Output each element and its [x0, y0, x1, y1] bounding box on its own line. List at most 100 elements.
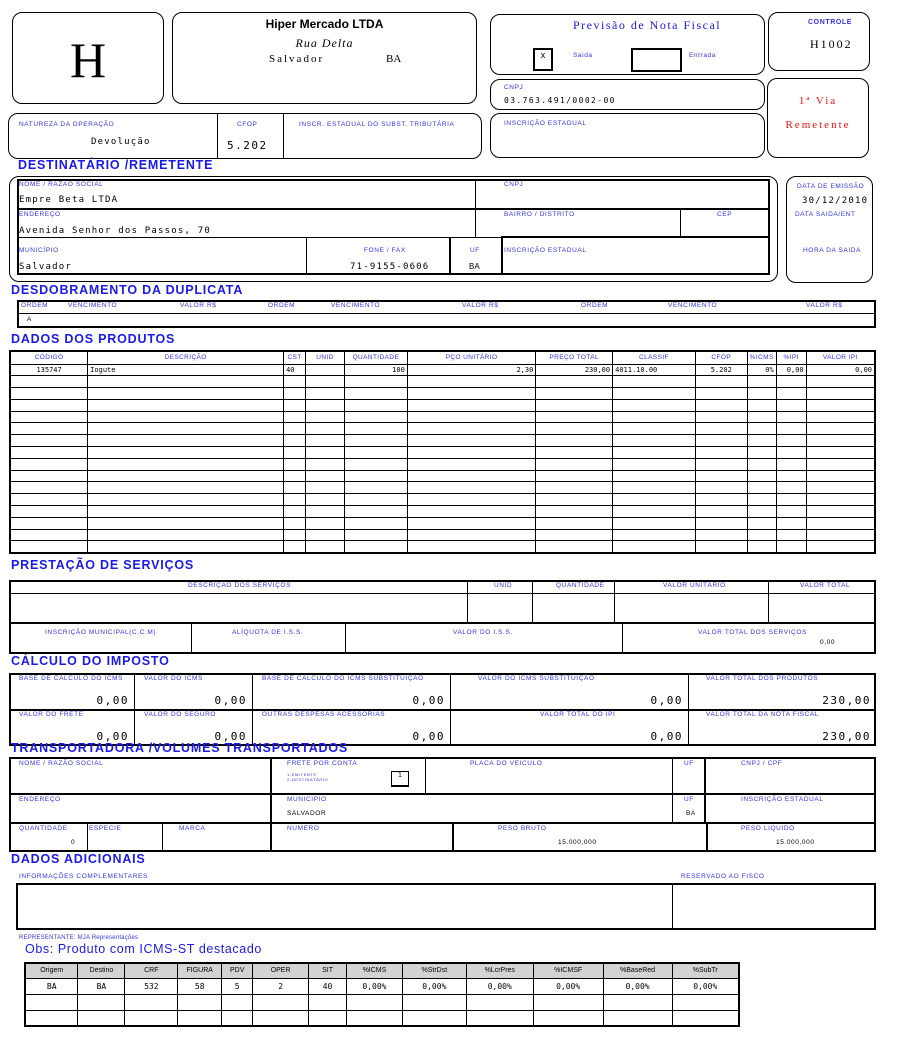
table-cell: [694, 446, 748, 459]
table-cell: [535, 516, 614, 530]
especie-label: ESPECIE: [89, 825, 122, 832]
table-cell: [612, 528, 696, 542]
info-box[interactable]: [16, 883, 876, 930]
dest-box: [9, 176, 778, 282]
saida-checkbox[interactable]: x: [533, 48, 553, 71]
table-cell: [283, 375, 307, 389]
table-cell: [406, 540, 537, 554]
peso-liq-value: 15.000,000: [776, 839, 815, 846]
table-cell: [124, 1009, 179, 1027]
peso-liq-label: PESO LIQUIDO: [741, 825, 795, 832]
table-cell: [805, 375, 876, 389]
table-cell: [343, 528, 408, 542]
imposto-label: VALOR DO SEGURO: [144, 711, 217, 718]
table-cell: [535, 528, 614, 542]
table-cell: [87, 516, 285, 530]
cep-label: CEP: [717, 211, 733, 218]
table-cell: [775, 398, 807, 412]
table-cell: [283, 457, 307, 471]
table-cell: [87, 505, 285, 518]
table-cell: [775, 434, 807, 448]
table-cell: [87, 434, 285, 448]
imposto-label: VALOR DO FRETE: [19, 711, 84, 718]
column-header: %BaseRed: [602, 962, 673, 979]
table-cell: [775, 481, 807, 495]
table-cell: [9, 469, 89, 483]
table-cell: [9, 540, 89, 554]
table-cell: [283, 481, 307, 495]
table-cell: [283, 505, 307, 518]
table-cell: [775, 516, 807, 530]
table-cell: [305, 540, 345, 554]
table-cell: [87, 493, 285, 507]
entrada-label: Entrada: [689, 52, 716, 59]
table-cell: [305, 481, 345, 495]
imposto-label: VALOR TOTAL DO IPI: [540, 711, 616, 718]
produtos-table: CÓDIGO DESCRIÇÃO CST UNID QUANTIDADE PÇO UNIT…: [9, 350, 876, 554]
table-cell: [694, 469, 748, 483]
imposto-label: VALOR DO ICMS: [144, 675, 203, 682]
fone-value: 71-9155-0606: [350, 262, 430, 272]
table-row: [9, 540, 876, 554]
table-cell: [87, 387, 285, 400]
saida-label: Saida: [573, 52, 593, 59]
table-cell: [746, 387, 777, 400]
table-cell: [805, 469, 876, 483]
imposto-label: OUTRAS DESPESAS ACESSÓRIAS: [262, 711, 386, 718]
table-row: [24, 993, 740, 1011]
table-cell: [221, 993, 254, 1011]
municipio-label: MUNICÍPIO: [19, 247, 59, 254]
table-cell: [406, 457, 537, 471]
dates-box: DATA DE EMISSÃO 30/12/2010 DATA SAIDA/EN…: [786, 176, 873, 283]
table-row: [9, 398, 876, 412]
table-cell: [775, 528, 807, 542]
column-header: Origem: [24, 962, 79, 979]
table-cell: [343, 422, 408, 436]
table-cell: [746, 505, 777, 518]
table-cell: [746, 481, 777, 495]
table-cell: [805, 457, 876, 471]
company-state: BA: [386, 53, 402, 65]
table-cell: [612, 398, 696, 412]
table-cell: [283, 446, 307, 459]
table-cell: [746, 398, 777, 412]
table-cell: [406, 516, 537, 530]
table-cell: [305, 422, 345, 436]
table-cell: [694, 398, 748, 412]
table-cell: [694, 410, 748, 424]
servicos-col: VALOR UNITÁRIO: [663, 582, 726, 589]
duplicata-cell: A: [27, 316, 32, 323]
table-cell: 532: [124, 977, 179, 995]
table-cell: 0,00: [805, 363, 876, 377]
bairro-label: BAIRRO / DISTRITO: [504, 211, 575, 218]
table-cell: 0,00%: [345, 977, 403, 995]
table-cell: [805, 516, 876, 530]
peso-bruto-value: 15.000,000: [558, 839, 597, 846]
duplicata-col: VENCIMENTO: [68, 302, 118, 309]
insc-mun-label: INSCRIÇÃO MUNICIPAL(C.C.M): [45, 629, 157, 636]
table-row: [9, 493, 876, 507]
frete-label: FRETE POR CONTA: [287, 760, 358, 767]
hora-label: HORA DA SAIDA: [803, 247, 862, 254]
table-cell: [612, 410, 696, 424]
table-cell: [87, 528, 285, 542]
transp-table: [9, 757, 876, 852]
table-cell: [283, 469, 307, 483]
table-cell: [612, 493, 696, 507]
table-cell: [746, 375, 777, 389]
table-cell: [87, 375, 285, 389]
table-cell: [746, 434, 777, 448]
table-cell: [401, 993, 467, 1011]
table-cell: [612, 540, 696, 554]
table-cell: 0,00: [775, 363, 807, 377]
servicos-table: [9, 580, 876, 654]
column-header: PREÇO TOTAL: [535, 350, 614, 365]
transp-municipio-label: MUNICIPIO: [287, 796, 327, 803]
cfop-label: CFOP: [237, 121, 258, 128]
table-cell: [746, 540, 777, 554]
frete-input[interactable]: 1: [391, 771, 409, 787]
table-cell: [775, 422, 807, 436]
table-cell: [775, 505, 807, 518]
qtd-label: QUANTIDADE: [19, 825, 68, 832]
entrada-checkbox[interactable]: [631, 48, 682, 72]
